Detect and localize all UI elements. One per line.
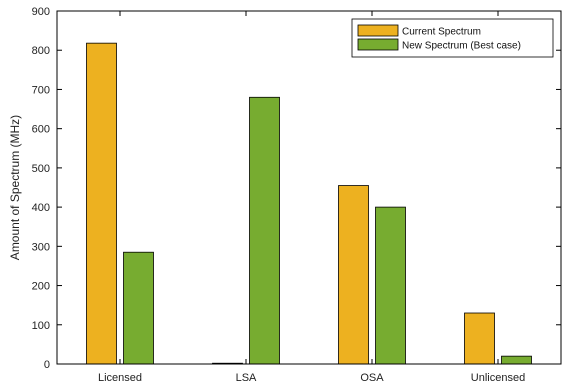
legend-label: New Spectrum (Best case) <box>402 41 521 52</box>
x-tick-label: Licensed <box>98 372 142 384</box>
bars-group <box>86 42 532 365</box>
x-axis: Licensed LSA OSA Unlicensed <box>98 11 525 384</box>
bar <box>464 312 495 365</box>
plot-area-frame <box>56 10 562 365</box>
y-tick-label: 600 <box>32 124 50 136</box>
y-tick-label: 800 <box>32 45 50 57</box>
bar <box>123 251 154 365</box>
x-tick-label: Unlicensed <box>471 372 525 384</box>
bar <box>501 355 532 365</box>
legend: Current Spectrum New Spectrum (Best case) <box>351 18 554 58</box>
legend-label: Current Spectrum <box>402 27 481 38</box>
y-axis-title: Amount of Spectrum (MHz) <box>8 115 22 260</box>
legend-swatch <box>357 38 399 51</box>
y-tick-label: 200 <box>32 281 50 293</box>
y-tick-label: 100 <box>32 320 50 332</box>
y-tick-label: 500 <box>32 163 50 175</box>
y-axis: 0 100 200 300 400 500 600 700 800 900 <box>32 6 561 371</box>
y-tick-label: 300 <box>32 241 50 253</box>
bar <box>86 42 117 365</box>
y-tick-label: 900 <box>32 6 50 18</box>
bar <box>249 96 280 365</box>
y-tick-label: 700 <box>32 84 50 96</box>
legend-swatch <box>357 24 399 37</box>
bar <box>375 206 406 365</box>
bar <box>338 185 369 365</box>
x-tick-label: LSA <box>236 372 257 384</box>
x-tick-label: OSA <box>360 372 384 384</box>
y-tick-label: 0 <box>44 359 50 371</box>
y-tick-label: 400 <box>32 202 50 214</box>
